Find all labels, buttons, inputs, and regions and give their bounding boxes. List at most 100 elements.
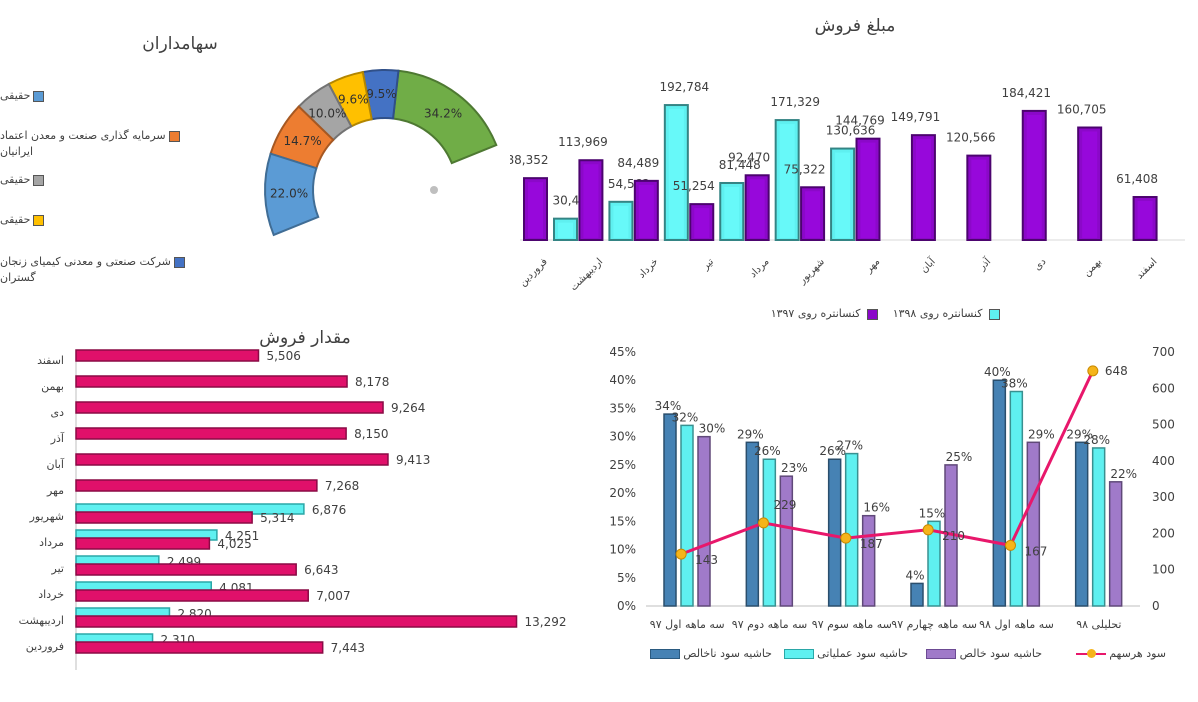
margins-bar-0 — [663, 413, 677, 607]
legend-eps-swatch — [1075, 649, 1106, 659]
shareholders-legend-item: شرکت صنعتی و معدنی کیمیای زنجان گستران — [0, 254, 215, 286]
donut-slice-label-4: 14.7% — [284, 134, 322, 148]
qty-data-label: 9,413 — [396, 453, 430, 467]
qty-data-label: 7,443 — [331, 641, 365, 655]
qty-category-label: آبان — [46, 457, 64, 471]
margins-data-label: 22% — [1110, 467, 1137, 481]
sales-quantity-title: مقدار فروش — [259, 328, 351, 348]
amount-bar-highlight — [638, 184, 654, 238]
qty-data-label: 13,292 — [525, 615, 567, 629]
legend-operating-margin-label: حاشیه سود عملیاتی — [817, 647, 908, 660]
eps-marker — [1087, 365, 1099, 377]
eps-marker — [758, 517, 769, 529]
qty-data-label: 8,178 — [355, 375, 389, 389]
eps-marker — [840, 532, 852, 544]
shareholders-legend-item: حقیقی — [0, 212, 215, 228]
sales-amount-legend: کنسانتره روی ۱۳۹۷ کنسانتره روی ۱۳۹۸ — [740, 306, 1000, 324]
sales-quantity-panel: مقدار فروش اسفند 5,506 بهمن 8,178 دی 9,264 آذر… — [0, 320, 610, 702]
shareholders-legend-swatch — [33, 214, 45, 226]
qty-data-label: 9,264 — [391, 401, 425, 415]
qty-data-label: 6,876 — [312, 503, 346, 517]
margins-data-label: 15% — [919, 506, 946, 520]
qty-category-label: آذر — [50, 431, 65, 445]
eps-marker — [675, 548, 687, 560]
shareholders-legend-swatch — [173, 256, 185, 268]
amount-data-label: 61,408 — [1116, 172, 1158, 186]
margins-bar-1 — [927, 520, 941, 607]
qty-data-label: 4,251 — [225, 529, 259, 543]
amount-data-label: 75,322 — [784, 162, 826, 176]
amount-category-label: مهر — [863, 256, 882, 275]
donut-slice-label-0: 34.2% — [424, 107, 462, 121]
qty-data-label: 6,643 — [304, 563, 338, 577]
qty-category-label: بهمن — [41, 380, 64, 393]
margins-bar-1 — [844, 452, 859, 607]
qty-data-label: 8,150 — [354, 427, 388, 441]
margins-bar-0 — [827, 458, 842, 607]
shareholders-legend-label: شرکت صنعتی و معدنی کیمیای زنجان گستران — [0, 255, 171, 284]
amount-data-label: 84,489 — [617, 156, 659, 170]
sales-amount-panel: مبلغ فروش 88,352 30,498 فروردین 113,969 54,5… — [510, 0, 1198, 330]
margins-data-label: 29% — [1028, 427, 1055, 441]
amount-data-label: 130,636 — [826, 124, 876, 138]
eps-data-label: 143 — [695, 553, 718, 567]
eps-line — [680, 370, 1095, 556]
shareholders-legend-item: حقیقی — [0, 88, 215, 104]
sales-amount-chart: 88,35230,498فروردین113,96954,562اردیبهشت… — [510, 80, 1185, 293]
amount-bar-highlight — [805, 191, 821, 238]
amount-bar-highlight — [779, 124, 795, 238]
qty-bar-magenta — [75, 479, 318, 492]
donut-slice-label-2: 9.6% — [338, 92, 369, 106]
eps-marker — [1005, 539, 1016, 551]
margins-data-label: 40% — [984, 365, 1011, 379]
margins-y2-tick: 700 — [1152, 345, 1175, 359]
legend-operating-margin: حاشیه سود عملیاتی — [780, 646, 908, 662]
donut-center-dot — [430, 186, 438, 194]
qty-data-label: 5,506 — [266, 349, 300, 363]
margins-category-label: سه ماهه دوم ۹۷ — [732, 618, 807, 631]
legend-eps-label: سود هرسهم — [1109, 647, 1166, 660]
amount-category-label: مرداد — [748, 256, 772, 280]
amount-bar-highlight — [860, 142, 876, 238]
legend-1398-swatch — [989, 308, 1000, 320]
margins-y2-tick: 600 — [1152, 381, 1175, 395]
amount-category-label: فروردین — [517, 256, 550, 289]
amount-category-label: دی — [1032, 256, 1048, 272]
shareholders-legend-label: حقیقی — [0, 213, 31, 226]
amount-bar-highlight — [724, 186, 740, 238]
amount-category-label: خرداد — [636, 256, 660, 280]
qty-category-label: دی — [50, 406, 64, 419]
legend-net-margin: حاشیه سود خالص — [922, 646, 1042, 662]
shareholders-legend-swatch — [33, 90, 45, 102]
margins-y2-tick: 200 — [1152, 526, 1175, 540]
amount-bar-highlight — [971, 159, 987, 238]
amount-bar-highlight — [749, 179, 765, 238]
qty-category-label: مهر — [46, 484, 64, 497]
margins-data-label: 29% — [737, 427, 764, 441]
amount-data-label: 160,705 — [1057, 103, 1107, 117]
qty-category-label: اسفند — [37, 354, 64, 367]
margins-y2-tick: 400 — [1152, 454, 1175, 468]
qty-bar-magenta — [75, 641, 324, 654]
shareholders-panel: سهامداران حقیقی سرمایه گذاری صنعت و معدن … — [0, 0, 510, 310]
margins-data-label: 34% — [655, 399, 682, 413]
margins-data-label: 26% — [754, 444, 781, 458]
shareholders-legend-swatch — [168, 130, 180, 142]
margins-data-label: 25% — [946, 450, 973, 464]
margins-data-label: 29% — [1066, 427, 1093, 441]
eps-data-label: 167 — [1025, 544, 1048, 558]
amount-category-label: شهریور — [796, 256, 827, 287]
margins-bar-2 — [1026, 441, 1041, 607]
qty-bar-magenta — [75, 453, 389, 466]
margins-y-tick: 40% — [610, 373, 636, 387]
donut-slice-label-3: 10.0% — [308, 106, 346, 120]
amount-data-label: 144,769 — [835, 114, 885, 128]
eps-marker — [922, 524, 934, 536]
margins-y-tick: 45% — [610, 345, 636, 359]
qty-category-label: شهریور — [29, 510, 64, 523]
margins-data-label: 38% — [1001, 377, 1028, 391]
amount-bar-highlight — [835, 152, 851, 238]
qty-data-label: 7,007 — [316, 589, 350, 603]
margins-category-label: سه ماهه اول ۹۷ — [650, 618, 725, 631]
qty-bar-magenta — [75, 401, 384, 414]
